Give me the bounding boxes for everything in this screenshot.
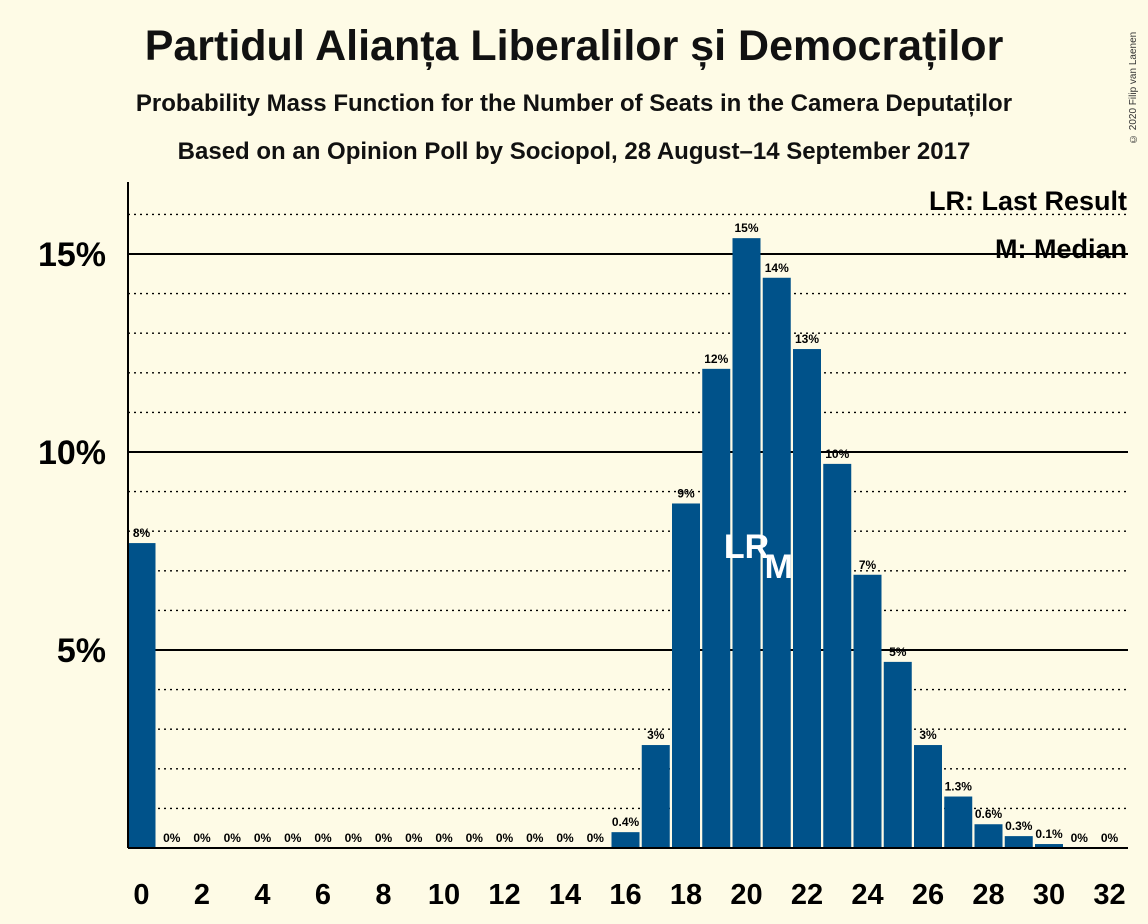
data-label-seat-26: 3% <box>919 728 937 742</box>
data-label-seat-17: 3% <box>647 728 665 742</box>
gridlines <box>128 213 1128 810</box>
chart-subtitle-source: Based on an Opinion Poll by Sociopol, 28… <box>177 138 971 165</box>
bar-seat-21 <box>762 277 791 848</box>
data-label-seat-11: 0% <box>466 831 484 845</box>
data-label-seat-31: 0% <box>1071 831 1089 845</box>
data-label-seat-4: 0% <box>254 831 272 845</box>
x-tick-label: 6 <box>315 879 331 911</box>
data-label-seat-9: 0% <box>405 831 423 845</box>
data-labels: 8% 0% 0% 0% 0% 0% 0% 0% 0% 0% 0% 0% 0% 0% 0% 0% 0.4% 3% 9%… <box>133 221 1119 845</box>
data-label-seat-15: 0% <box>587 831 605 845</box>
bar-seat-23 <box>823 463 852 848</box>
x-tick-label: 14 <box>549 879 581 911</box>
x-tick-label: 2 <box>194 879 210 911</box>
data-label-seat-20: 15% <box>734 221 758 235</box>
x-tick-label: 18 <box>670 879 702 911</box>
x-tick-label: 24 <box>851 879 883 911</box>
data-label-seat-24: 7% <box>859 558 877 572</box>
bar-seat-18 <box>672 503 700 848</box>
data-label-seat-2: 0% <box>193 831 211 845</box>
y-tick-label: 5% <box>57 632 106 670</box>
x-tick-label: 20 <box>730 879 762 911</box>
data-label-seat-0: 8% <box>133 526 151 540</box>
last-result-marker: LR <box>724 528 769 566</box>
bar-seat-28 <box>974 824 1003 848</box>
x-tick-label: 16 <box>609 879 641 911</box>
data-label-seat-22: 13% <box>795 332 819 346</box>
data-label-seat-25: 5% <box>889 645 907 659</box>
x-tick-label: 12 <box>488 879 520 911</box>
bar-seat-29 <box>1004 836 1033 848</box>
data-label-seat-30: 0.1% <box>1035 827 1063 841</box>
data-label-seat-1: 0% <box>163 831 181 845</box>
bar-seat-20 <box>732 238 761 848</box>
data-label-seat-10: 0% <box>435 831 453 845</box>
chart-title: Partidul Alianța Liberalilor și Democraț… <box>144 22 1004 70</box>
data-label-seat-5: 0% <box>284 831 302 845</box>
x-tick-label: 8 <box>375 879 391 911</box>
data-label-seat-16: 0.4% <box>612 815 640 829</box>
data-label-seat-12: 0% <box>496 831 514 845</box>
data-label-seat-32: 0% <box>1101 831 1119 845</box>
data-label-seat-21: 14% <box>765 261 789 275</box>
bar-seat-27 <box>944 796 973 848</box>
data-label-seat-18: 9% <box>677 486 695 500</box>
data-label-seat-28: 0.6% <box>975 807 1003 821</box>
data-label-seat-19: 12% <box>704 352 728 366</box>
bar-seat-16 <box>611 832 640 848</box>
data-label-seat-8: 0% <box>375 831 393 845</box>
bar-seat-25 <box>883 661 912 848</box>
x-tick-label: 30 <box>1033 879 1065 911</box>
x-tick-label: 28 <box>972 879 1004 911</box>
x-tick-label: 0 <box>133 879 149 911</box>
x-tick-label: 10 <box>428 879 460 911</box>
bars <box>127 238 1063 848</box>
x-tick-label: 4 <box>254 879 270 911</box>
data-label-seat-13: 0% <box>526 831 544 845</box>
data-label-seat-27: 1.3% <box>945 780 973 794</box>
bar-seat-26 <box>914 745 942 848</box>
data-label-seat-14: 0% <box>556 831 574 845</box>
data-label-seat-23: 10% <box>825 447 849 461</box>
bar-seat-17 <box>641 745 670 848</box>
x-tick-label: 26 <box>912 879 944 911</box>
median-marker: M <box>765 548 793 586</box>
data-label-seat-29: 0.3% <box>1005 819 1033 833</box>
chart-subtitle: Probability Mass Function for the Number… <box>135 90 1013 117</box>
bar-seat-19 <box>702 368 731 848</box>
data-label-seat-7: 0% <box>345 831 363 845</box>
bar-seat-0 <box>127 543 156 848</box>
x-tick-label: 32 <box>1093 879 1125 911</box>
data-label-seat-6: 0% <box>314 831 332 845</box>
bar-seat-22 <box>793 349 821 848</box>
axes: 5%10%15%0 2 4 6 8 10 12 14 16 18 20 22 24 26 28 30 32 <box>38 182 1128 911</box>
data-label-seat-3: 0% <box>224 831 242 845</box>
bar-seat-30 <box>1035 844 1063 848</box>
y-tick-label: 10% <box>38 434 106 472</box>
y-tick-label: 15% <box>38 236 106 274</box>
bar-seat-24 <box>853 574 882 848</box>
x-tick-label: 22 <box>791 879 823 911</box>
legend-entry-m: M: Median <box>995 234 1127 264</box>
legend: LR: Last Result M: Median <box>929 186 1127 264</box>
legend-entry-lr: LR: Last Result <box>929 186 1127 216</box>
